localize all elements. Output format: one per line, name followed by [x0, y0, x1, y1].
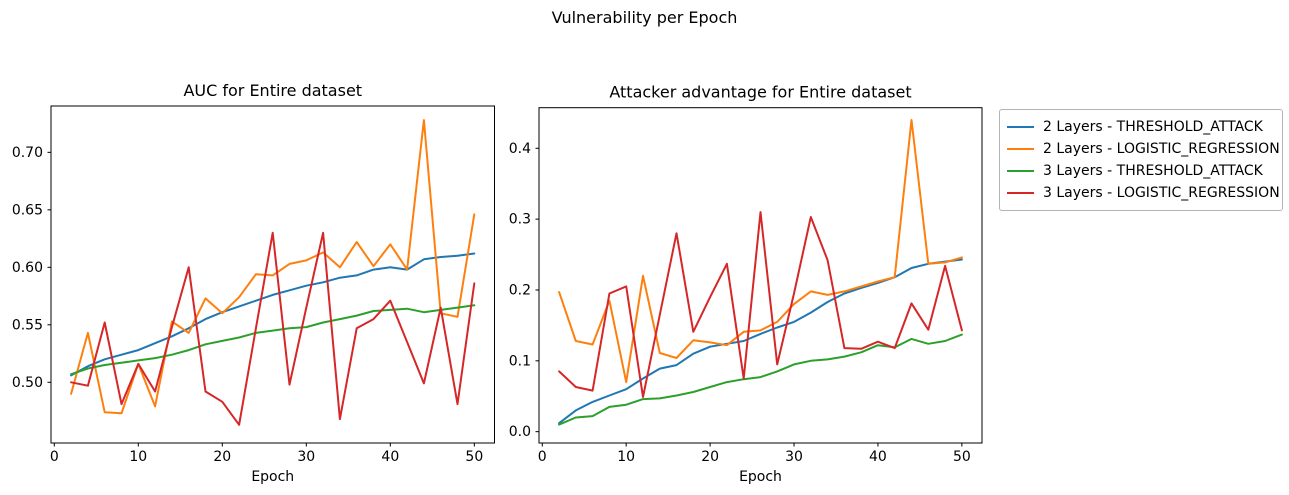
axes-frame — [538, 107, 983, 444]
legend-item-label: 2 Layers - THRESHOLD_ATTACK — [1043, 119, 1263, 135]
series-line-3-layers-threshold-attack — [70, 304, 476, 376]
figure-suptitle: Vulnerability per Epoch — [551, 8, 738, 27]
x-tick-label: 30 — [785, 449, 803, 465]
x-tick-label: 30 — [297, 449, 315, 465]
x-tick-label: 50 — [953, 449, 971, 465]
legend-item-label: 3 Layers - LOGISTIC_REGRESSION — [1043, 185, 1280, 201]
x-tick-label: 0 — [538, 449, 547, 465]
y-tick-label: 0.55 — [12, 317, 43, 333]
legend: 2 Layers - THRESHOLD_ATTACK 2 Layers - L… — [999, 109, 1283, 211]
x-axis-label: Epoch — [739, 469, 782, 485]
series-line-2-layers-threshold-attack — [558, 258, 963, 425]
legend-line-swatch — [1007, 148, 1034, 150]
legend-line-swatch — [1007, 126, 1034, 128]
x-tick-label: 20 — [213, 449, 231, 465]
legend-item-label: 3 Layers - THRESHOLD_ATTACK — [1043, 163, 1263, 179]
legend-item-label: 2 Layers - LOGISTIC_REGRESSION — [1043, 141, 1280, 157]
y-tick-label: 0.3 — [509, 212, 531, 228]
axes-frame — [50, 105, 495, 444]
y-tick-label: 0.60 — [12, 260, 43, 276]
legend-line-swatch — [1007, 192, 1034, 194]
y-tick-label: 0.1 — [509, 353, 531, 369]
x-axis-label: Epoch — [251, 469, 294, 485]
series-line-3-layers-logistic-regression — [70, 231, 476, 426]
y-tick-label: 0.70 — [12, 145, 43, 161]
series-line-2-layers-logistic-regression — [558, 119, 963, 384]
y-tick-label: 0.4 — [509, 141, 531, 157]
subplot-title: Attacker advantage for Entire dataset — [609, 83, 911, 102]
y-tick-label: 0.65 — [12, 202, 43, 218]
x-tick-label: 0 — [50, 449, 59, 465]
x-tick-label: 10 — [129, 449, 147, 465]
subplot-auc-for-entire-dataset: 0 10 20 30 40 50 0.50 0.55 0.60 0.65 0.70 AUC for E… — [12, 81, 495, 485]
legend-line-swatch — [1007, 170, 1034, 172]
subplot-title: AUC for Entire dataset — [183, 81, 362, 100]
legend-item: 2 Layers - LOGISTIC_REGRESSION — [1007, 138, 1280, 160]
legend-item: 2 Layers - THRESHOLD_ATTACK — [1007, 116, 1274, 138]
x-tick-label: 10 — [617, 449, 635, 465]
series-line-3-layers-logistic-regression — [558, 211, 963, 398]
x-tick-label: 50 — [465, 449, 483, 465]
legend-item: 3 Layers - THRESHOLD_ATTACK — [1007, 160, 1274, 182]
x-tick-label: 40 — [381, 449, 399, 465]
x-tick-label: 20 — [701, 449, 719, 465]
y-tick-label: 0.50 — [12, 375, 43, 391]
series-line-2-layers-logistic-regression — [70, 119, 476, 415]
subplot-attacker-advantage-for-entire-dataset: 0 10 20 30 40 50 0.0 0.1 0.2 0.3 0.4 Attacker advan… — [509, 83, 983, 485]
legend-item: 3 Layers - LOGISTIC_REGRESSION — [1007, 182, 1280, 204]
y-tick-label: 0.0 — [509, 424, 531, 440]
x-tick-label: 40 — [869, 449, 887, 465]
y-tick-label: 0.2 — [509, 282, 531, 298]
